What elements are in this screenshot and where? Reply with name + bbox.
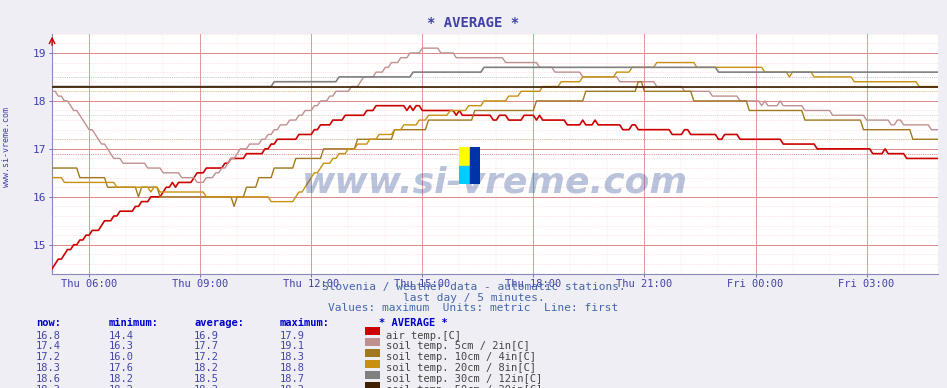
Text: 17.2: 17.2	[194, 352, 219, 362]
Text: 17.7: 17.7	[194, 341, 219, 352]
Text: Slovenia / weather data - automatic stations.: Slovenia / weather data - automatic stat…	[322, 282, 625, 293]
Text: now:: now:	[36, 318, 61, 328]
Text: 18.3: 18.3	[194, 385, 219, 388]
Text: minimum:: minimum:	[109, 318, 159, 328]
Text: 17.9: 17.9	[279, 331, 304, 341]
Text: last day / 5 minutes.: last day / 5 minutes.	[402, 293, 545, 303]
Bar	[459, 147, 470, 166]
Text: 18.7: 18.7	[279, 374, 304, 384]
Text: 18.5: 18.5	[194, 374, 219, 384]
Bar	[470, 147, 480, 184]
Text: 18.8: 18.8	[279, 363, 304, 373]
Text: 18.2: 18.2	[109, 374, 134, 384]
Text: 18.6: 18.6	[36, 374, 61, 384]
Text: soil temp. 50cm / 20in[C]: soil temp. 50cm / 20in[C]	[386, 385, 543, 388]
Text: maximum:: maximum:	[279, 318, 330, 328]
Text: 18.2: 18.2	[194, 363, 219, 373]
Text: 14.4: 14.4	[109, 331, 134, 341]
Text: soil temp. 30cm / 12in[C]: soil temp. 30cm / 12in[C]	[386, 374, 543, 384]
Text: average:: average:	[194, 318, 244, 328]
Text: 18.3: 18.3	[36, 385, 61, 388]
Text: * AVERAGE *: * AVERAGE *	[379, 318, 448, 328]
Text: 16.8: 16.8	[36, 331, 61, 341]
Text: 19.1: 19.1	[279, 341, 304, 352]
Bar	[459, 166, 470, 184]
Text: 18.3: 18.3	[36, 363, 61, 373]
Text: Values: maximum  Units: metric  Line: first: Values: maximum Units: metric Line: firs…	[329, 303, 618, 313]
Text: 17.6: 17.6	[109, 363, 134, 373]
Text: 16.3: 16.3	[109, 341, 134, 352]
Text: www.si-vreme.com: www.si-vreme.com	[2, 107, 11, 187]
Text: 18.2: 18.2	[109, 385, 134, 388]
Text: soil temp. 10cm / 4in[C]: soil temp. 10cm / 4in[C]	[386, 352, 536, 362]
Text: 16.0: 16.0	[109, 352, 134, 362]
Text: www.si-vreme.com: www.si-vreme.com	[302, 165, 688, 199]
Text: soil temp. 5cm / 2in[C]: soil temp. 5cm / 2in[C]	[386, 341, 530, 352]
Text: 16.9: 16.9	[194, 331, 219, 341]
Text: 18.3: 18.3	[279, 352, 304, 362]
Text: 17.2: 17.2	[36, 352, 61, 362]
Text: soil temp. 20cm / 8in[C]: soil temp. 20cm / 8in[C]	[386, 363, 536, 373]
Text: 18.3: 18.3	[279, 385, 304, 388]
Text: * AVERAGE *: * AVERAGE *	[427, 16, 520, 29]
Text: air temp.[C]: air temp.[C]	[386, 331, 461, 341]
Text: 17.4: 17.4	[36, 341, 61, 352]
